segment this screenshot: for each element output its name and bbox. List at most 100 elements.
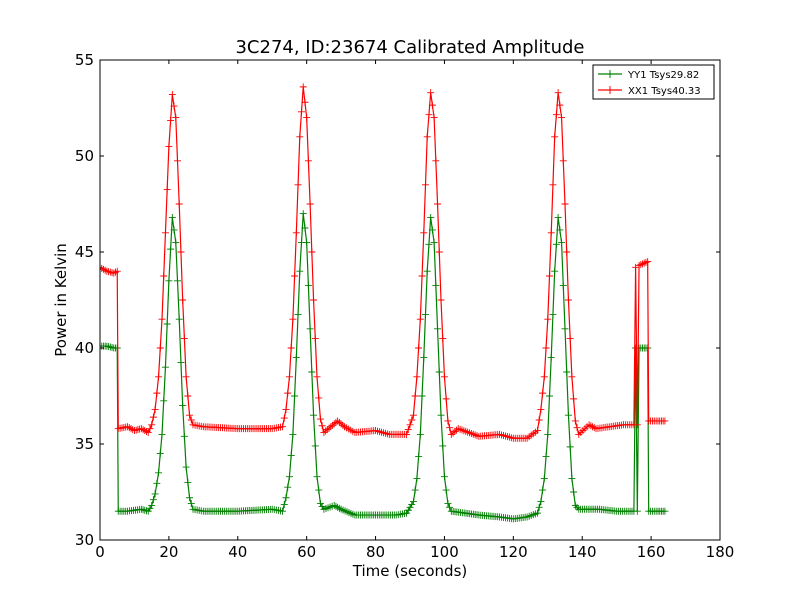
x-tick-label: 180 [706, 543, 735, 561]
data-point-marker [168, 91, 176, 99]
data-point-marker [279, 423, 287, 431]
data-point-marker [454, 425, 462, 433]
data-point-marker [179, 402, 187, 410]
data-point-marker [139, 506, 147, 514]
data-point-marker [633, 421, 641, 429]
data-point-marker [100, 263, 104, 271]
data-point-marker [573, 424, 581, 432]
chart-title: 3C274, ID:23674 Calibrated Amplitude [235, 37, 584, 58]
data-point-marker [442, 486, 450, 494]
data-point-marker [137, 505, 145, 513]
data-point-marker [279, 507, 287, 515]
data-point-marker [427, 89, 435, 97]
data-point-marker [165, 142, 173, 150]
data-point-marker [148, 501, 156, 509]
data-point-marker [533, 509, 541, 517]
data-point-marker [103, 267, 111, 275]
data-point-marker [661, 417, 669, 425]
data-point-marker [427, 213, 435, 221]
data-point-marker [158, 315, 166, 323]
data-point-marker [458, 426, 466, 434]
x-tick-label: 60 [297, 543, 316, 561]
data-point-marker [108, 344, 116, 352]
data-point-marker [537, 405, 545, 413]
data-point-marker [411, 392, 419, 400]
data-point-marker [430, 114, 438, 122]
data-point-marker [308, 368, 316, 376]
data-point-marker [408, 416, 416, 424]
data-point-marker [105, 268, 113, 276]
data-point-marker [409, 498, 417, 506]
data-point-marker [535, 416, 543, 424]
data-point-marker [561, 325, 569, 333]
data-point-marker [432, 157, 440, 165]
data-point-marker [304, 282, 312, 290]
data-point-marker [439, 442, 447, 450]
data-point-marker [568, 373, 576, 381]
data-point-marker [447, 430, 455, 438]
plot-area-background [100, 60, 720, 540]
y-tick-label: 40 [75, 339, 94, 357]
data-point-marker [404, 506, 412, 514]
series-layer [100, 83, 669, 523]
data-point-marker [322, 427, 330, 435]
data-point-marker [179, 296, 187, 304]
data-point-marker [564, 296, 572, 304]
data-point-marker [416, 315, 424, 323]
x-axis-label: Time (seconds) [352, 562, 468, 580]
y-tick-label: 55 [75, 51, 94, 69]
data-point-marker [186, 411, 194, 419]
x-tick-label: 100 [430, 543, 459, 561]
data-point-marker [174, 277, 181, 285]
data-point-marker [310, 296, 318, 304]
data-point-marker [440, 473, 448, 481]
data-point-marker [296, 267, 304, 275]
data-point-marker [320, 428, 328, 436]
data-point-marker [175, 200, 183, 208]
legend-marker [606, 86, 614, 94]
data-point-marker [292, 354, 300, 362]
series-xx1 [100, 83, 669, 442]
data-point-marker [425, 111, 433, 119]
data-point-marker [306, 325, 314, 333]
data-point-marker [403, 430, 411, 438]
y-tick-label: 30 [75, 531, 94, 549]
data-point-marker [143, 428, 150, 436]
series-yy1 [100, 210, 669, 523]
data-point-marker [315, 394, 323, 402]
data-point-marker [437, 296, 445, 304]
data-point-marker [558, 114, 566, 122]
data-point-marker [130, 427, 138, 435]
data-point-marker [136, 425, 144, 433]
x-tick-label: 80 [366, 543, 385, 561]
data-point-marker [282, 494, 290, 502]
data-point-marker [287, 452, 295, 460]
data-point-marker [540, 373, 548, 381]
data-point-marker [168, 213, 176, 221]
data-point-marker [546, 392, 553, 400]
data-point-marker [285, 373, 293, 381]
data-point-marker [568, 475, 576, 483]
data-point-marker [308, 248, 316, 256]
data-point-marker [291, 392, 299, 400]
data-point-marker [439, 334, 447, 342]
data-point-marker [552, 240, 560, 248]
data-point-marker [642, 258, 650, 266]
data-point-marker [416, 430, 424, 438]
data-point-marker [177, 248, 185, 256]
data-point-marker [291, 272, 299, 280]
data-point-marker [633, 507, 641, 515]
data-point-marker [558, 238, 566, 246]
data-point-marker [316, 415, 324, 423]
data-point-marker [559, 282, 567, 290]
data-point-marker [174, 157, 181, 165]
data-point-marker [551, 267, 559, 275]
data-point-marker [313, 373, 321, 381]
data-point-marker [280, 414, 288, 422]
data-point-marker [570, 488, 578, 496]
data-point-marker [422, 181, 429, 189]
data-point-marker [418, 392, 426, 400]
data-point-marker [430, 238, 438, 246]
data-point-marker [415, 452, 423, 460]
data-point-marker [406, 503, 414, 511]
